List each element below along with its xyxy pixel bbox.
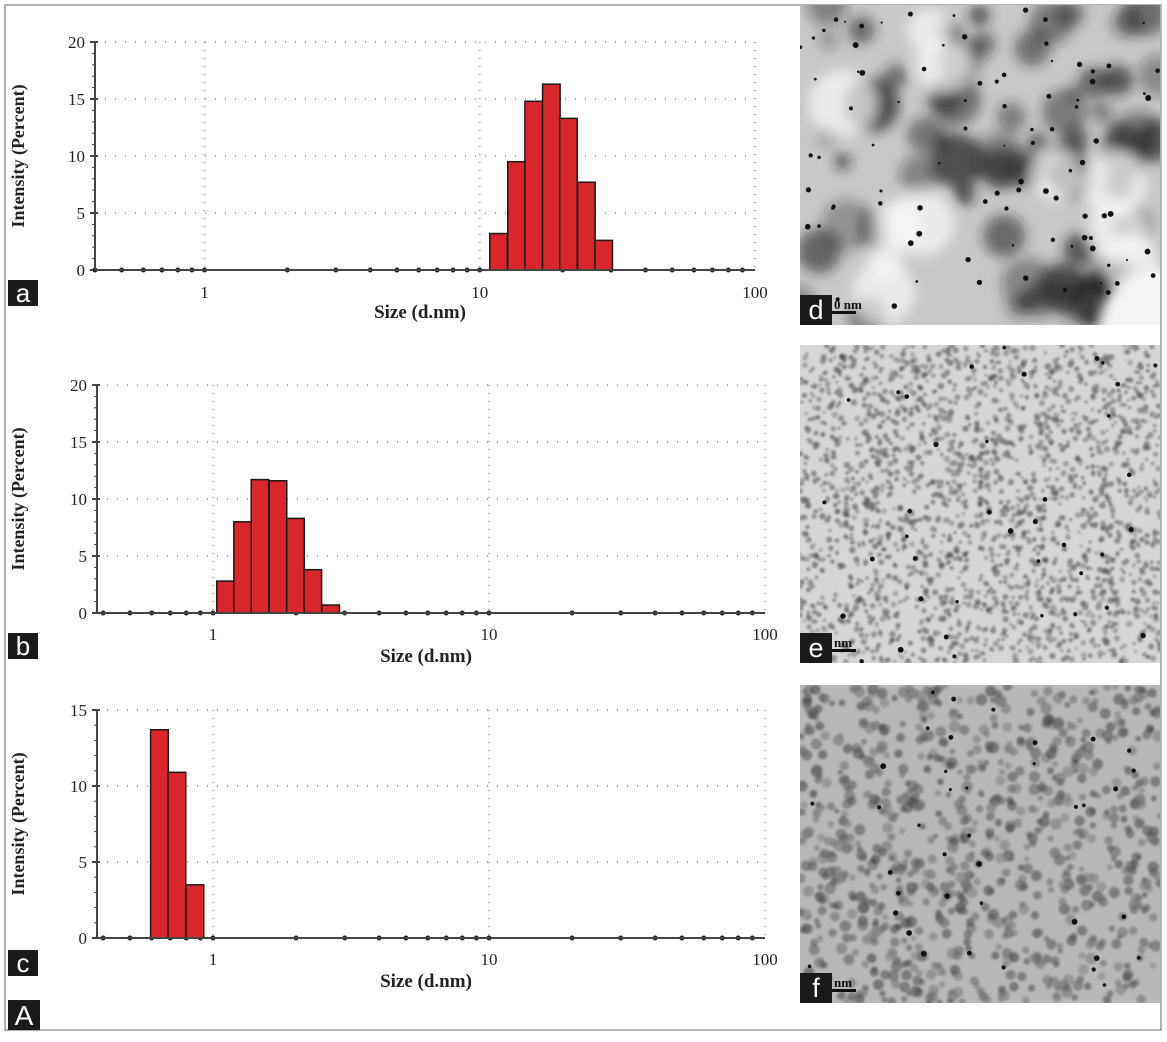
- y-tick-label: 5: [79, 853, 88, 872]
- y-axis-label: Intensity (Percent): [8, 752, 29, 895]
- x-axis-label: Size (d.nm): [380, 646, 472, 667]
- chart-c: 0 5 10 15 1 10 100 Size (d.nm) Intensity (Percen…: [8, 701, 778, 992]
- y-tick-label: 0: [79, 929, 88, 948]
- tem-image-e: nm: [800, 345, 1160, 663]
- bar: [541, 83, 561, 271]
- svg-text:d: d: [808, 295, 823, 325]
- x-axis-label: Size (d.nm): [380, 971, 472, 992]
- svg-text:A: A: [15, 1000, 34, 1031]
- y-axis-label: Intensity (Percent): [8, 84, 29, 227]
- bar: [167, 771, 187, 939]
- svg-text:a: a: [16, 278, 31, 308]
- y-tick-label: 10: [70, 490, 87, 509]
- bar: [215, 580, 236, 614]
- x-tick-label: 100: [752, 950, 778, 969]
- bar: [507, 160, 527, 271]
- svg-text:f: f: [812, 973, 820, 1003]
- y-tick-label: 15: [68, 90, 85, 109]
- chart-b: 0 5 10 15 20 1 10 100 Size (d.nm) Intensity (Perc…: [8, 376, 778, 667]
- y-tick-label: 5: [77, 204, 86, 223]
- bar: [185, 884, 205, 939]
- bar: [321, 604, 341, 614]
- svg-text:b: b: [16, 631, 30, 661]
- bar: [268, 480, 288, 614]
- bar: [594, 239, 614, 271]
- bar: [524, 100, 544, 271]
- x-tick-label: 1: [209, 625, 218, 644]
- bar: [576, 181, 596, 271]
- svg-text:c: c: [17, 948, 30, 978]
- x-tick-label: 10: [480, 625, 497, 644]
- y-tick-label: 0: [77, 261, 86, 280]
- tem-image-d: 0 nm: [800, 5, 1160, 325]
- scale-bar: [830, 311, 856, 314]
- x-tick-label: 100: [752, 625, 778, 644]
- panel-label-f: f: [800, 973, 832, 1003]
- y-tick-label: 0: [79, 604, 88, 623]
- panel-label-d: d: [800, 295, 832, 325]
- y-tick-label: 5: [79, 547, 88, 566]
- bar: [303, 568, 323, 614]
- x-axis-label: Size (d.nm): [374, 302, 466, 323]
- bar: [233, 521, 253, 614]
- scale-label: nm: [834, 635, 852, 650]
- bar: [285, 517, 305, 614]
- bar: [250, 478, 270, 614]
- y-tick-label: 10: [70, 777, 87, 796]
- figure-border: [4, 4, 1162, 1031]
- scale-label: 0 nm: [834, 297, 862, 312]
- tem-image-f: nm: [800, 685, 1160, 1003]
- y-tick-label: 20: [68, 33, 85, 52]
- y-tick-label: 20: [70, 376, 87, 395]
- x-tick-label: 10: [471, 283, 488, 302]
- bar: [558, 117, 578, 271]
- scale-bar: [830, 649, 856, 652]
- x-tick-label: 10: [480, 950, 497, 969]
- svg-text:e: e: [808, 633, 823, 663]
- scale-label: nm: [834, 975, 852, 990]
- panel-label-e: e: [800, 633, 832, 663]
- figure-label: A: [8, 1000, 40, 1031]
- panel-label-c: c: [8, 948, 38, 978]
- y-tick-label: 10: [68, 147, 85, 166]
- y-tick-label: 15: [70, 701, 87, 720]
- bar: [149, 729, 170, 939]
- panel-label-a: a: [8, 278, 38, 308]
- x-tick-label: 1: [209, 950, 218, 969]
- scale-bar: [830, 989, 856, 992]
- chart-a: 0 5 10 15 20 1 10 100 Size (d.nm) Intensity (Perc…: [8, 33, 768, 323]
- y-axis-label: Intensity (Percent): [8, 427, 29, 570]
- bar: [489, 232, 509, 271]
- x-tick-label: 1: [200, 283, 209, 302]
- panel-label-b: b: [8, 631, 38, 661]
- y-tick-label: 15: [70, 433, 87, 452]
- x-tick-label: 100: [742, 283, 768, 302]
